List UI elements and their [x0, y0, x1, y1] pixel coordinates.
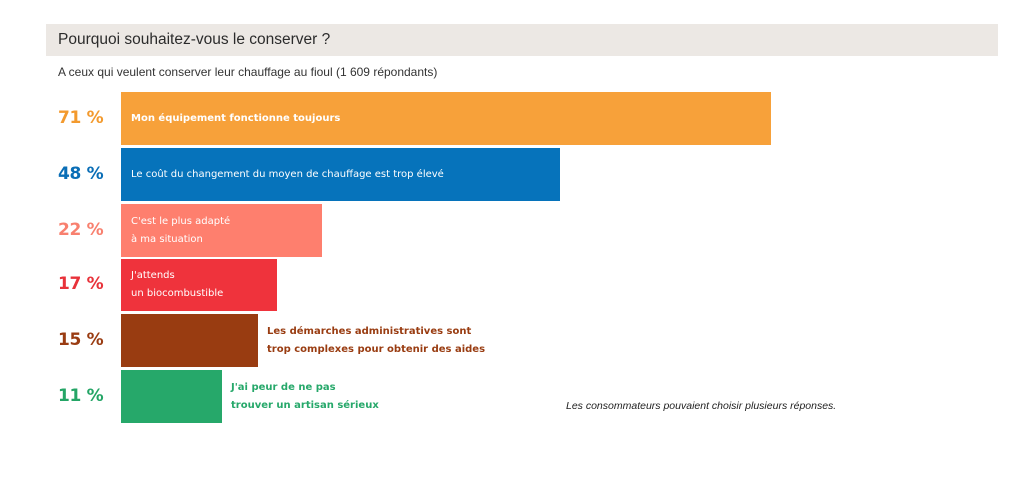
- bar: [121, 204, 322, 257]
- bar-category-label: C'est le plus adapté à ma situation: [131, 213, 230, 249]
- bar-category-label-line: Mon équipement fonctionne toujours: [131, 112, 341, 124]
- bar-value-label: 15 %: [58, 329, 104, 350]
- bar-category-label-line: C'est le plus adapté: [131, 215, 231, 227]
- bar-category-label-line: Les démarches administratives sont: [267, 325, 472, 337]
- bar-value-label: 48 %: [58, 163, 104, 184]
- bar: [121, 370, 222, 423]
- bar-category-label-line: Le coût du changement du moyen de chauff…: [131, 168, 444, 180]
- chart-title: Pourquoi souhaitez-vous le conserver ?: [58, 31, 331, 48]
- bar-category-label-line: trop complexes pour obtenir des aides: [267, 343, 486, 355]
- bar-value-label: 17 %: [58, 274, 104, 294]
- chart-subtitle: A ceux qui veulent conserver leur chauff…: [58, 65, 438, 79]
- bar: [121, 314, 258, 367]
- bar-value-label: 71 %: [58, 107, 104, 128]
- bar-category-label-line: à ma situation: [131, 233, 203, 245]
- bar-category-label-line: trouver un artisan sérieux: [231, 399, 379, 411]
- bar-category-label: Les démarches administratives sont trop c…: [267, 323, 485, 359]
- bar-value-label: 11 %: [58, 385, 104, 406]
- bar: [121, 259, 277, 311]
- bar: [121, 148, 560, 201]
- bar-category-label: Mon équipement fonctionne toujours: [131, 110, 340, 128]
- bar-value-label: 22 %: [58, 219, 104, 240]
- bar-category-label-line: un biocombustible: [131, 288, 224, 299]
- bar-category-label-line: J'ai peur de ne pas: [231, 381, 336, 393]
- footnote: Les consommateurs pouvaient choisir plus…: [566, 400, 837, 412]
- bar-category-label: Le coût du changement du moyen de chauff…: [131, 166, 444, 184]
- bar-category-label-line: J'attends: [131, 270, 175, 281]
- header-band: [46, 24, 998, 56]
- bar: [121, 92, 771, 145]
- bar-category-label: J'attends un biocombustible: [131, 267, 223, 303]
- bar-category-label: J'ai peur de ne pas trouver un artisan sé…: [231, 379, 379, 415]
